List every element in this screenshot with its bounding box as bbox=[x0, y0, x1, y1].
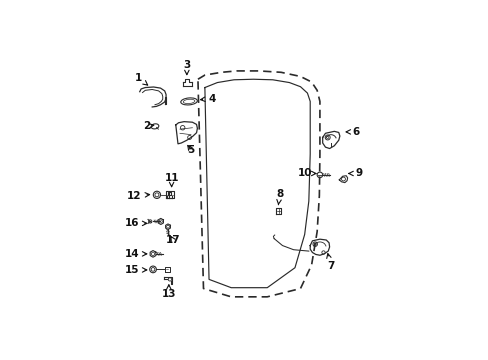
Text: 4: 4 bbox=[200, 94, 215, 104]
Text: 2: 2 bbox=[143, 121, 154, 131]
Text: 1: 1 bbox=[135, 73, 147, 85]
Text: 16: 16 bbox=[124, 219, 146, 228]
Text: 6: 6 bbox=[346, 127, 359, 137]
Text: 3: 3 bbox=[183, 60, 190, 75]
Text: 5: 5 bbox=[187, 145, 194, 155]
Text: 11: 11 bbox=[164, 173, 179, 186]
Text: 12: 12 bbox=[127, 191, 149, 201]
Text: 10: 10 bbox=[297, 168, 315, 179]
Text: 13: 13 bbox=[161, 285, 176, 299]
Text: 8: 8 bbox=[276, 189, 283, 205]
Text: 7: 7 bbox=[326, 253, 334, 271]
Text: 17: 17 bbox=[165, 235, 180, 245]
Text: 14: 14 bbox=[124, 249, 146, 259]
Text: 15: 15 bbox=[124, 265, 146, 275]
Text: 9: 9 bbox=[348, 168, 362, 179]
